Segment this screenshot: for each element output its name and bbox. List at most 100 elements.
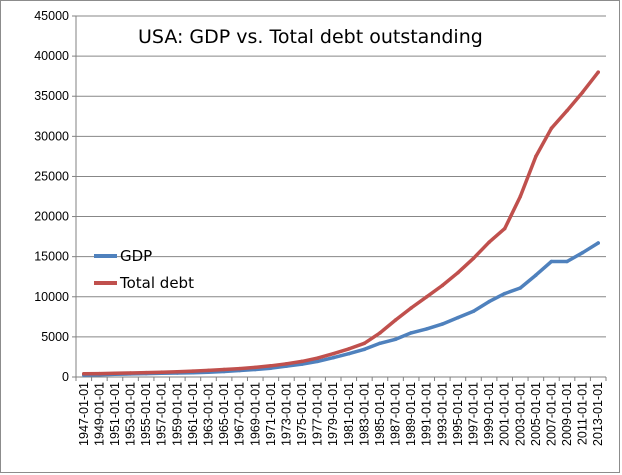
data-point-total-debt-15 <box>315 356 320 360</box>
x-tick-label-33: 2013-01-01 <box>591 382 605 446</box>
x-tick-label-30: 2007-01-01 <box>544 382 558 446</box>
data-point-total-debt-25 <box>471 256 476 261</box>
data-point-total-debt-30 <box>549 126 554 131</box>
y-tick-label-7: 35000 <box>34 89 69 103</box>
data-point-total-debt-32 <box>580 90 585 94</box>
data-point-total-debt-17 <box>347 347 351 351</box>
x-tick-label-3: 1953-01-01 <box>124 382 138 446</box>
y-tick-label-8: 40000 <box>34 49 69 63</box>
y-tick-label-5: 25000 <box>34 169 69 183</box>
data-point-gdp-26 <box>487 299 491 304</box>
data-point-total-debt-8 <box>206 368 211 373</box>
data-point-gdp-18 <box>362 347 367 352</box>
data-point-total-debt-7 <box>191 369 195 373</box>
chart-title: USA: GDP vs. Total debt outstanding <box>138 26 483 48</box>
x-tick-label-28: 2003-01-01 <box>513 382 527 446</box>
x-tick-label-8: 1963-01-01 <box>202 382 216 446</box>
data-point-total-debt-23 <box>440 283 445 288</box>
y-tick-label-1: 5000 <box>41 330 69 344</box>
data-point-total-debt-0 <box>82 372 86 376</box>
legend-label-gdp: GDP <box>120 247 152 265</box>
data-point-total-debt-13 <box>284 362 289 366</box>
data-point-total-debt-24 <box>456 270 460 275</box>
x-tick-label-0: 1947-01-01 <box>77 382 91 446</box>
data-point-total-debt-6 <box>175 369 180 374</box>
data-point-gdp-30 <box>549 259 554 264</box>
data-point-gdp-29 <box>534 273 538 277</box>
data-point-gdp-28 <box>518 286 523 290</box>
x-tick-label-31: 2009-01-01 <box>560 382 574 446</box>
x-tick-label-14: 1975-01-01 <box>295 382 309 446</box>
data-point-total-debt-27 <box>502 226 507 231</box>
x-tick-label-1: 1949-01-01 <box>92 382 106 446</box>
data-point-total-debt-1 <box>97 371 102 376</box>
x-tick-label-24: 1995-01-01 <box>451 382 465 446</box>
x-tick-label-2: 1951-01-01 <box>108 382 122 446</box>
x-tick-label-21: 1989-01-01 <box>404 382 418 446</box>
x-tick-label-26: 1999-01-01 <box>482 382 496 446</box>
data-point-total-debt-11 <box>253 365 258 370</box>
data-point-gdp-23 <box>440 322 445 326</box>
x-tick-label-25: 1997-01-01 <box>467 382 481 446</box>
data-point-total-debt-22 <box>424 295 429 299</box>
data-point-total-debt-29 <box>534 154 538 159</box>
data-point-gdp-20 <box>393 337 398 342</box>
data-point-gdp-22 <box>424 327 429 331</box>
x-tick-label-11: 1969-01-01 <box>248 382 262 446</box>
x-tick-label-5: 1957-01-01 <box>155 382 169 446</box>
x-tick-label-19: 1985-01-01 <box>373 382 387 446</box>
data-point-gdp-27 <box>502 291 507 296</box>
data-point-total-debt-2 <box>113 371 117 375</box>
y-tick-label-2: 10000 <box>34 290 69 304</box>
data-point-total-debt-10 <box>237 366 242 371</box>
y-tick-label-4: 20000 <box>34 210 69 224</box>
data-point-total-debt-16 <box>331 351 335 356</box>
data-point-total-debt-3 <box>128 371 133 375</box>
data-point-gdp-15 <box>315 359 320 364</box>
x-tick-label-17: 1981-01-01 <box>342 382 356 446</box>
x-tick-label-23: 1993-01-01 <box>435 382 449 446</box>
x-tick-label-16: 1979-01-01 <box>326 382 340 446</box>
data-point-total-debt-14 <box>300 359 304 364</box>
data-point-total-debt-33 <box>596 70 600 74</box>
data-point-total-debt-20 <box>393 318 398 322</box>
data-point-total-debt-31 <box>565 108 569 113</box>
x-tick-label-12: 1971-01-01 <box>264 382 278 446</box>
data-point-total-debt-5 <box>159 370 164 374</box>
series-lines <box>82 70 600 377</box>
y-tick-label-6: 30000 <box>34 129 69 143</box>
x-tick-label-22: 1991-01-01 <box>420 382 434 446</box>
x-tick-label-6: 1959-01-01 <box>170 382 184 446</box>
x-tick-label-18: 1983-01-01 <box>357 382 371 446</box>
x-tick-label-10: 1967-01-01 <box>233 382 247 446</box>
x-tick-labels: 1947-01-01 1949-01-01 1951-01-01 1953-01-01… <box>77 382 605 446</box>
data-point-total-debt-18 <box>362 341 367 346</box>
data-point-gdp-32 <box>580 250 585 255</box>
series-line-total-debt <box>82 70 600 376</box>
x-tick-label-4: 1955-01-01 <box>139 382 153 446</box>
x-tick-label-29: 2005-01-01 <box>529 382 543 446</box>
y-tick-labels: 0 5000 10000 15000 20000 25000 30000 35000 40000… <box>34 9 69 384</box>
data-point-total-debt-26 <box>487 240 491 244</box>
data-point-total-debt-28 <box>518 194 523 199</box>
data-point-total-debt-9 <box>222 367 226 372</box>
x-tick-label-15: 1977-01-01 <box>311 382 325 446</box>
data-point-total-debt-4 <box>144 370 148 375</box>
data-point-gdp-33 <box>596 241 600 245</box>
series-line-gdp <box>82 241 600 377</box>
data-point-gdp-19 <box>378 341 382 346</box>
data-point-gdp-21 <box>409 331 413 335</box>
x-tick-label-7: 1961-01-01 <box>186 382 200 446</box>
y-tick-label-9: 45000 <box>34 9 69 23</box>
y-tick-label-0: 0 <box>62 370 69 384</box>
x-tick-label-20: 1987-01-01 <box>389 382 403 446</box>
x-tick-label-27: 2001-01-01 <box>498 382 512 446</box>
data-point-total-debt-12 <box>269 364 273 368</box>
y-tick-label-3: 15000 <box>34 250 69 264</box>
gridlines <box>72 15 607 381</box>
x-tick-label-32: 2011-01-01 <box>576 382 590 445</box>
data-point-total-debt-19 <box>378 331 382 335</box>
legend: GDP Total debt <box>94 247 194 292</box>
data-point-total-debt-21 <box>409 306 413 310</box>
